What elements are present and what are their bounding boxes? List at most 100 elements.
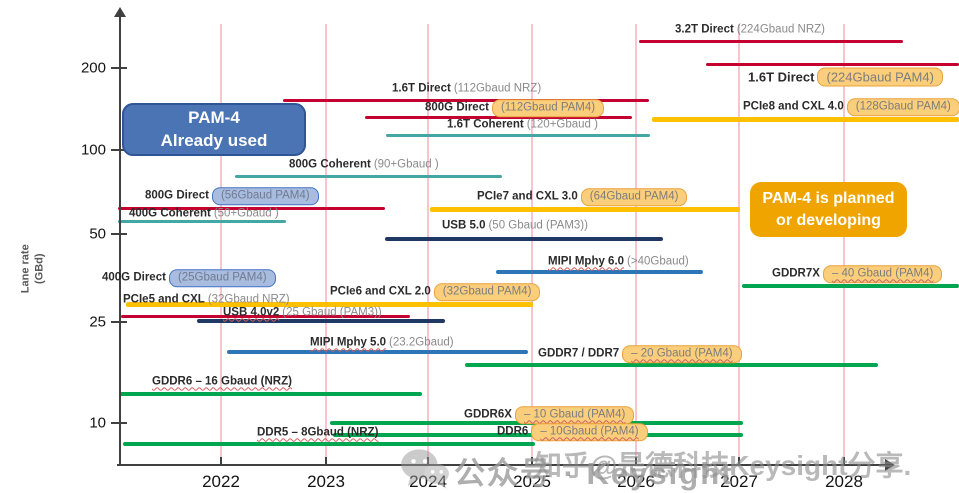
y-axis-title: Lane rate (GBd) xyxy=(19,214,47,324)
watermark-text-wechat: 公众号 · Keysight xyxy=(454,456,734,491)
x-tick-label-2022: 2022 xyxy=(202,472,240,491)
label-detail-pcie7-cxl3: (64Gbaud PAM4) xyxy=(580,188,688,206)
timeline-usb-5-0 xyxy=(385,237,663,241)
label-detail-gddr7x: – 40 Gbaud (PAM4) xyxy=(822,265,943,283)
x-axis-arrow-icon xyxy=(885,459,895,471)
label-name-1-6t-direct-224: 1.6T Direct xyxy=(748,69,815,85)
x-tick-label-2024: 2024 xyxy=(409,472,447,491)
label-name-gddr7x: GDDR7X xyxy=(772,267,820,280)
gridline-2028 xyxy=(843,24,845,465)
label-1-6t-direct-224: 1.6T Direct (224Gbaud PAM4) xyxy=(748,67,943,87)
x-tick-2022 xyxy=(220,457,222,466)
label-detail-1-6t-coherent: (120+Gbaud ) xyxy=(526,118,598,131)
x-axis-line xyxy=(117,464,887,466)
timeline-400g-direct-25 xyxy=(121,314,410,318)
annotation-line2: or developing xyxy=(776,211,881,229)
label-detail-800g-coherent: (90+Gbaud ) xyxy=(373,158,439,171)
label-detail-ddr6: – 10Gbaud (PAM4) xyxy=(531,423,648,441)
x-tick-2026 xyxy=(635,457,637,466)
label-gddr7x: GDDR7X – 40 Gbaud (PAM4) xyxy=(772,265,943,283)
label-3-2t-direct: 3.2T Direct (224Gbaud NRZ) xyxy=(675,24,825,36)
label-name-usb-5-0: USB 5.0 xyxy=(442,219,486,232)
label-1-6t-direct-112: 1.6T Direct (112Gbaud NRZ) xyxy=(392,83,541,95)
timeline-gddr7-ddr7 xyxy=(465,363,878,367)
timeline-800g-direct-112 xyxy=(365,115,632,119)
label-detail-1-6t-direct-224: (224Gbaud PAM4) xyxy=(817,67,943,87)
label-pcie8-cxl4: PCIe8 and CXL 4.0 (128Gbaud PAM4) xyxy=(743,98,959,116)
label-name-ddr5: DDR5 – 8Gbaud (NRZ) xyxy=(257,426,379,439)
y-tick-label-200: 200 xyxy=(80,59,106,77)
timeline-1-6t-direct-224 xyxy=(706,62,959,66)
label-name-3-2t-direct: 3.2T Direct xyxy=(675,23,734,36)
label-detail-gddr6x: – 10 Gbaud (PAM4) xyxy=(514,406,635,424)
timeline-gddr6 xyxy=(119,392,422,396)
label-name-pcie7-cxl3: PCIe7 and CXL 3.0 xyxy=(477,190,578,203)
label-name-800g-direct-56: 800G Direct xyxy=(145,189,209,202)
y-tick-label-25: 25 xyxy=(89,313,106,331)
gridline-2025 xyxy=(531,24,533,465)
annotation-line1: PAM-4 xyxy=(188,107,240,127)
label-detail-pcie8-cxl4: (128Gbaud PAM4) xyxy=(846,98,959,116)
y-axis-line xyxy=(119,16,121,466)
timeline-mipi-mphy-6 xyxy=(496,270,703,274)
label-1-6t-coherent: 1.6T Coherent (120+Gbaud ) xyxy=(447,119,598,131)
label-800g-direct-56: 800G Direct (56Gbaud PAM4) xyxy=(145,187,319,205)
label-usb-4-0v2: USB 4.0v2 (25 Gbaud (PAM3)) xyxy=(223,307,382,319)
timeline-gddr7x xyxy=(742,284,959,288)
timeline-usb-4-0v2 xyxy=(197,319,445,323)
label-name-800g-coherent: 800G Coherent xyxy=(289,158,371,171)
x-tick-label-2025: 2025 xyxy=(513,472,551,491)
timeline-pcie8-cxl4 xyxy=(652,116,959,122)
label-pcie7-cxl3: PCIe7 and CXL 3.0 (64Gbaud PAM4) xyxy=(477,188,688,206)
gridline-2023 xyxy=(325,24,327,465)
gridline-2022 xyxy=(220,24,222,465)
x-tick-2028 xyxy=(843,457,845,466)
label-detail-pcie5-cxl: (32Gbaud NRZ) xyxy=(207,293,290,306)
x-tick-2023 xyxy=(325,457,327,466)
timeline-pcie7-cxl3 xyxy=(430,206,740,212)
timeline-800g-coherent xyxy=(235,174,502,178)
label-ddr5: DDR5 – 8Gbaud (NRZ) xyxy=(257,427,378,439)
label-detail-gddr7-ddr7: – 20 Gbaud (PAM4) xyxy=(622,345,742,363)
label-800g-coherent: 800G Coherent (90+Gbaud ) xyxy=(289,159,439,171)
x-tick-2025 xyxy=(531,457,533,466)
label-pcie5-cxl: PCIe5 and CXL (32Gbaud NRZ) xyxy=(123,294,290,306)
y-tick-label-50: 50 xyxy=(89,225,106,243)
y-axis-arrow-icon xyxy=(114,7,126,17)
label-detail-mipi-mphy-6: (>40Gbaud) xyxy=(627,255,689,268)
pam4-planned-annotation: PAM-4 is planned or developing xyxy=(750,182,907,237)
x-tick-label-2026: 2026 xyxy=(617,472,655,491)
y-axis-title-line2: (GBd) xyxy=(33,253,45,285)
label-400g-coherent: 400G Coherent (50+Gbaud ) xyxy=(129,208,279,220)
label-detail-mipi-mphy-5: (23.2Gbaud) xyxy=(389,336,454,349)
label-name-pcie5-cxl: PCIe5 and CXL xyxy=(123,293,205,306)
label-gddr6: GDDR6 – 16 Gbaud (NRZ) xyxy=(152,376,292,388)
timeline-ddr5 xyxy=(123,442,535,446)
timeline-1-6t-coherent xyxy=(386,133,650,137)
timeline-pcie5-cxl xyxy=(126,301,533,307)
label-detail-3-2t-direct: (224Gbaud NRZ) xyxy=(736,23,826,36)
x-tick-label-2027: 2027 xyxy=(720,472,758,491)
pam4-already-used-annotation: PAM-4 Already used xyxy=(122,103,306,156)
label-gddr7-ddr7: GDDR7 / DDR7– 20 Gbaud (PAM4) xyxy=(538,345,742,363)
label-800g-direct-112: 800G Direct (112Gbaud PAM4) xyxy=(425,99,605,117)
gridline-2024 xyxy=(427,24,429,465)
x-tick-label-2028: 2028 xyxy=(825,472,863,491)
label-detail-400g-direct-25: (25Gbaud PAM4) xyxy=(168,269,276,287)
label-name-gddr7-ddr7: GDDR7 / DDR7 xyxy=(538,347,620,360)
timeline-800g-direct-56 xyxy=(118,206,385,210)
label-name-gddr6x: GDDR6X xyxy=(464,408,512,421)
label-name-pcie8-cxl4: PCIe8 and CXL 4.0 xyxy=(743,100,844,113)
y-tick-label-100: 100 xyxy=(80,141,106,159)
label-detail-800g-direct-56: (56Gbaud PAM4) xyxy=(211,187,319,205)
y-axis-title-line1: Lane rate xyxy=(19,244,32,294)
label-name-400g-direct-25: 400G Direct xyxy=(102,271,166,284)
label-mipi-mphy-5: MIPI Mphy 5.0 (23.2Gbaud) xyxy=(310,337,454,349)
annotation-line2: Already used xyxy=(160,130,268,150)
timeline-1-6t-direct-112 xyxy=(283,98,649,102)
label-name-800g-direct-112: 800G Direct xyxy=(425,101,489,114)
label-detail-usb-4-0v2: (25 Gbaud (PAM3)) xyxy=(282,306,382,319)
label-detail-800g-direct-112: (112Gbaud PAM4) xyxy=(491,99,605,117)
label-pcie6-cxl2: PCIe6 and CXL 2.0 (32Gbaud PAM4) xyxy=(330,283,541,301)
